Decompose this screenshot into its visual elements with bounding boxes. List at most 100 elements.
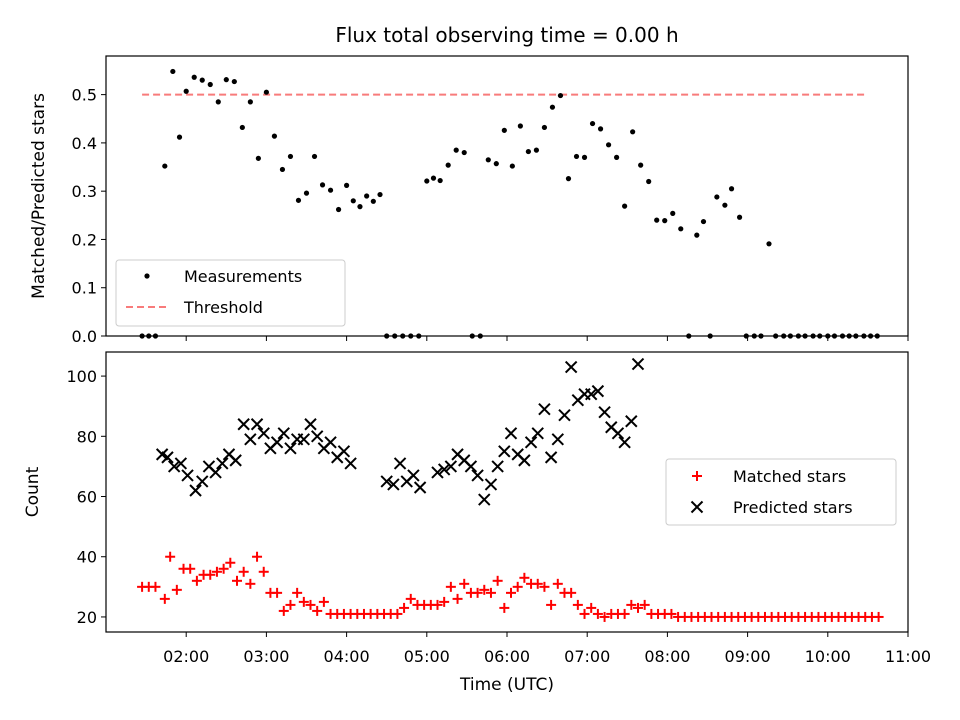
top-legend-box (115, 259, 346, 327)
matched-star-point (278, 605, 289, 616)
bottom-x-tick-label: 05:00 (404, 647, 450, 666)
measurement-point (700, 218, 707, 225)
matched-star-point (185, 563, 196, 574)
measurement-point (231, 78, 237, 85)
predicted-star-stroke-b (591, 384, 605, 398)
predicted-star-stroke-b (189, 484, 202, 497)
predicted-star-point (524, 436, 538, 449)
predicted-star-stroke-b (437, 463, 451, 476)
predicted-star-point (618, 436, 631, 449)
legend-measurements-label: Measurements (184, 267, 302, 286)
measurement-point (694, 232, 700, 238)
predicted-star-point (625, 415, 638, 428)
matched-star-point (666, 608, 677, 619)
bottom-legend: Matched stars Predicted stars (665, 458, 897, 526)
legend-measurements-marker (144, 273, 150, 279)
predicted-star-stroke-b (250, 418, 264, 431)
predicted-star-point (518, 454, 531, 467)
matched-star-point (392, 608, 403, 619)
measurement-point (183, 88, 189, 94)
matched-star-point (506, 587, 517, 598)
measurement-point (287, 153, 294, 160)
measurement-point (453, 147, 459, 153)
matched-star-point (552, 578, 563, 589)
bottom-y-tick-label: 100 (66, 367, 97, 386)
measurement-point (493, 161, 499, 167)
predicted-star-stroke-b (324, 436, 337, 449)
bottom-x-tick-label: 11:00 (885, 647, 931, 666)
bottom-legend-box (665, 458, 897, 526)
matched-star-point (405, 593, 416, 604)
measurement-point (295, 197, 302, 203)
bottom-y-tick-label: 40 (77, 548, 97, 567)
predicted-star-point (431, 466, 444, 479)
predicted-star-point (437, 463, 451, 476)
bottom-plot-frame (105, 351, 909, 633)
measurement-point (736, 214, 743, 220)
measurement-point (263, 89, 269, 95)
matched-star-point (285, 599, 296, 610)
matched-star-point (298, 596, 309, 607)
measurement-point (424, 178, 430, 184)
predicted-star-stroke-b (277, 427, 290, 440)
matched-star-point (586, 602, 597, 613)
predicted-star-point (167, 460, 181, 473)
measurement-point (517, 123, 523, 129)
predicted-star-stroke-b (344, 457, 357, 470)
predicted-star-stroke-b (196, 475, 209, 488)
predicted-star-stroke-b (511, 448, 524, 461)
predicted-star-stroke-b (491, 460, 504, 473)
matched-star-point (873, 611, 884, 622)
matched-star-point (292, 587, 303, 598)
predicted-star-point (471, 469, 484, 482)
matched-star-point (592, 608, 603, 619)
predicted-star-point (498, 445, 511, 458)
top-y-tick-label: 0.3 (72, 182, 97, 201)
legend-predicted-marker-b (690, 500, 704, 514)
top-y-tick-label: 0.5 (72, 86, 97, 105)
predicted-star-stroke-b (181, 469, 194, 482)
matched-star-point (519, 572, 530, 583)
predicted-star-stroke-b (605, 421, 618, 434)
predicted-star-point (270, 436, 284, 449)
measurement-point (247, 99, 253, 105)
predicted-star-stroke-b (304, 418, 317, 431)
predicted-star-stroke-b (310, 430, 324, 443)
measurement-point (215, 99, 221, 105)
predicted-star-stroke-b (413, 481, 427, 494)
predicted-star-stroke-b (407, 469, 420, 482)
predicted-star-point (564, 360, 578, 374)
predicted-star-point (250, 418, 264, 431)
matched-star-point (205, 569, 216, 580)
predicted-star-point (393, 457, 407, 470)
matched-star-point (399, 602, 410, 613)
predicted-star-stroke-b (471, 469, 484, 482)
predicted-star-stroke-b (222, 448, 236, 461)
predicted-star-point (181, 469, 194, 482)
measurement-point (319, 182, 326, 188)
predicted-star-stroke-b (209, 466, 222, 479)
predicted-star-point (504, 427, 518, 440)
measurement-point (357, 204, 363, 210)
predicted-star-point (304, 418, 317, 431)
measurement-point (239, 124, 245, 131)
predicted-star-stroke-b (538, 402, 551, 416)
predicted-star-stroke-b (202, 460, 216, 473)
predicted-star-stroke-b (155, 448, 169, 461)
matched-star-point (439, 596, 450, 607)
matched-star-point (432, 599, 443, 610)
measurement-point (573, 153, 580, 160)
predicted-star-stroke-b (297, 433, 311, 446)
legend-predicted-label: Predicted stars (733, 498, 853, 517)
measurement-point (581, 154, 588, 160)
top-y-axis-label: Matched/Predicted stars (29, 93, 49, 299)
bottom-x-axis-label: Time (UTC) (459, 675, 554, 695)
predicted-star-stroke-b (387, 478, 400, 491)
predicted-star-stroke-b (174, 457, 188, 470)
bottom-y-tick-label: 60 (77, 488, 97, 507)
bottom-y-axis-label: Count (23, 466, 43, 517)
measurement-point (370, 198, 376, 204)
measurement-point (327, 187, 334, 193)
